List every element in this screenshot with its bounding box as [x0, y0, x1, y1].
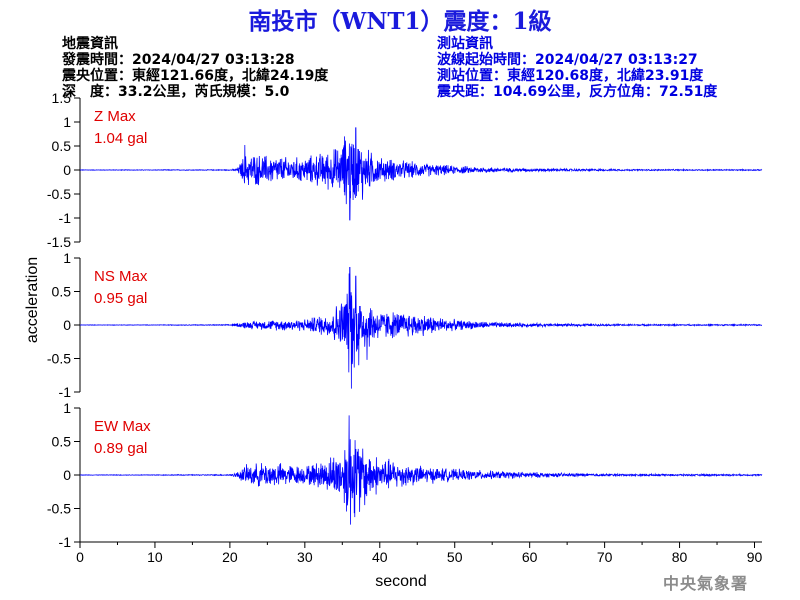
event-depth-magnitude: 深 度：33.2公里，芮氏規模：5.0 — [62, 84, 290, 100]
agency-watermark: 中央氣象署 — [662, 574, 748, 593]
x-tick-label: 70 — [597, 549, 613, 565]
y-tick-label: 0.5 — [52, 434, 72, 450]
max-label-ew: EW Max — [94, 418, 151, 435]
x-tick-label: 0 — [76, 549, 84, 565]
y-tick-label: 1.5 — [52, 90, 72, 106]
event-info: 地震資訊 發震時間：2024/04/27 03:13:28 震央位置：東經121… — [62, 36, 328, 100]
station-start-time: 波線起始時間：2024/04/27 03:13:27 — [437, 52, 698, 68]
station-location: 測站位置：東經120.68度，北緯23.91度 — [437, 68, 704, 84]
y-tick-label: 0.5 — [52, 138, 72, 154]
event-epicenter: 震央位置：東經121.66度，北緯24.19度 — [62, 68, 329, 84]
x-tick-label: 90 — [747, 549, 763, 565]
waveform-ns — [79, 266, 763, 389]
y-tick-label: -0.5 — [47, 186, 71, 202]
y-axis-title: acceleration — [24, 257, 41, 343]
event-info-heading: 地震資訊 — [62, 36, 118, 52]
y-tick-label: -1.5 — [47, 234, 71, 250]
y-tick-label: 0 — [63, 467, 71, 483]
y-tick-label: 0 — [63, 317, 71, 333]
max-label-z: Z Max — [94, 108, 136, 125]
waveform-z — [79, 127, 763, 221]
x-tick-label: 30 — [297, 549, 313, 565]
y-tick-label: 1 — [63, 114, 71, 130]
x-tick-label: 80 — [672, 549, 688, 565]
y-tick-label: 1 — [63, 400, 71, 416]
y-tick-label: 1 — [63, 250, 71, 266]
max-value-z: 1.04 gal — [94, 130, 147, 147]
max-value-ns: 0.95 gal — [94, 290, 147, 307]
x-axis-title: second — [375, 573, 427, 590]
y-tick-label: -1 — [59, 534, 72, 550]
y-tick-label: -0.5 — [47, 351, 71, 367]
y-tick-label: -1 — [59, 384, 72, 400]
station-info: 測站資訊 波線起始時間：2024/04/27 03:13:27 測站位置：東經1… — [437, 36, 717, 100]
max-label-ns: NS Max — [94, 268, 148, 285]
x-tick-label: 60 — [522, 549, 538, 565]
x-tick-label: 40 — [372, 549, 388, 565]
station-info-heading: 測站資訊 — [437, 36, 493, 52]
y-tick-label: 0.5 — [52, 284, 72, 300]
max-value-ew: 0.89 gal — [94, 440, 147, 457]
waveform-ew — [79, 415, 763, 525]
x-tick-label: 50 — [447, 549, 463, 565]
event-origin-time: 發震時間：2024/04/27 03:13:28 — [62, 52, 295, 68]
station-distance-azimuth: 震央距：104.69公里，反方位角：72.51度 — [437, 84, 718, 100]
y-tick-label: -0.5 — [47, 501, 71, 517]
y-tick-label: -1 — [59, 210, 72, 226]
x-tick-label: 10 — [147, 549, 163, 565]
x-tick-label: 20 — [222, 549, 238, 565]
page-title: 南投市（WNT1）震度：1級 — [248, 8, 552, 35]
y-tick-label: 0 — [63, 162, 71, 178]
